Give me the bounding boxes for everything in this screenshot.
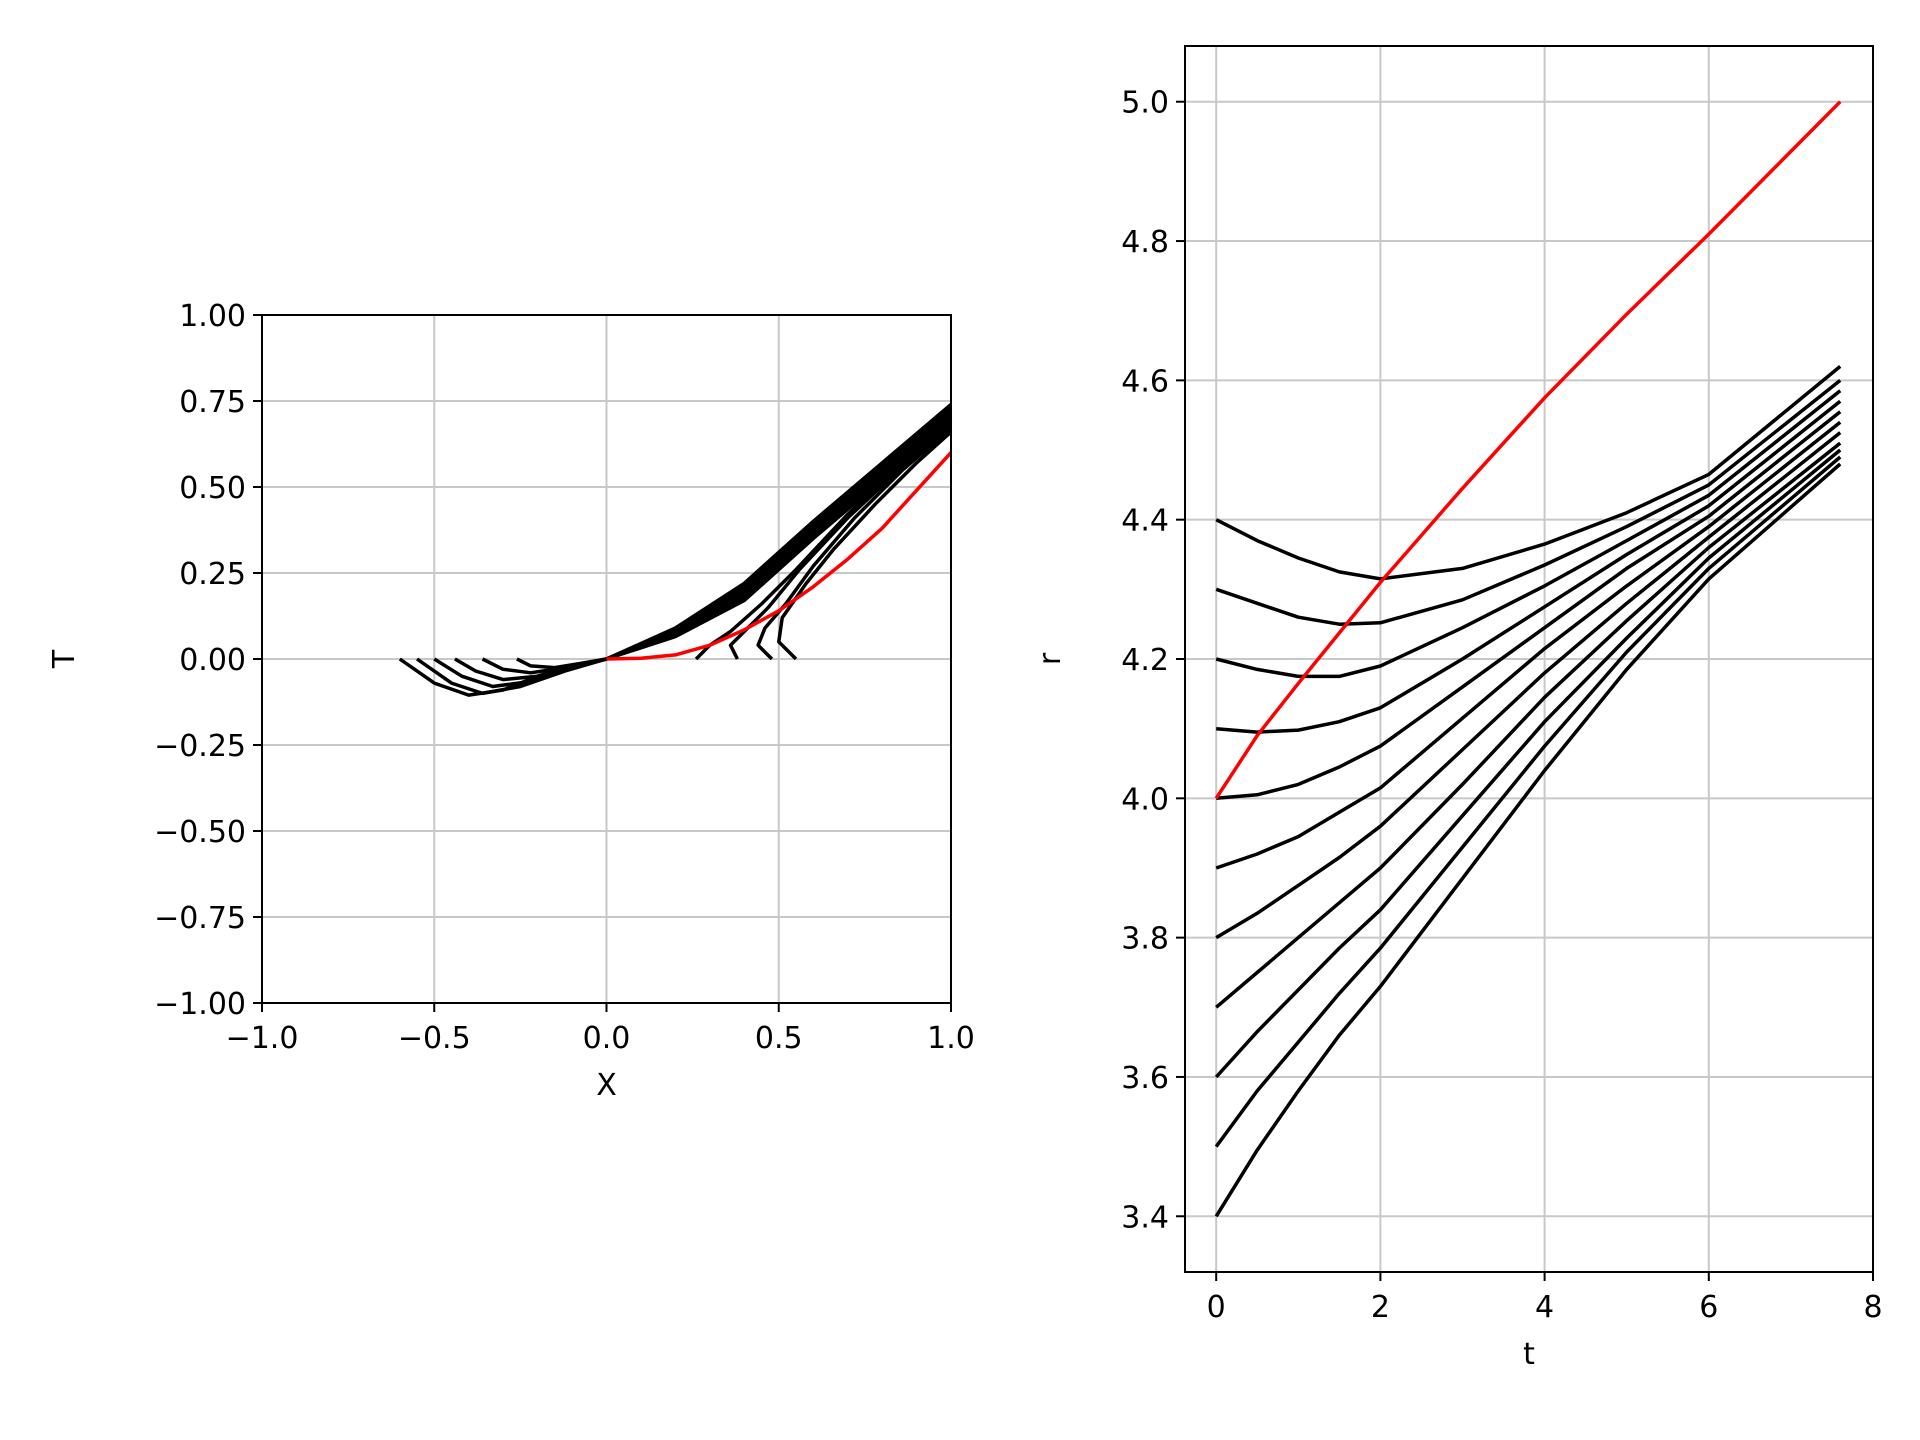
left-y-tick-label-3: −0.25 [154, 729, 246, 764]
left-series-line-8 [756, 427, 953, 661]
left-x-tick-label-3: 0.5 [755, 1021, 803, 1056]
left-x-tick-label-4: 1.0 [927, 1021, 975, 1056]
right-y-tick-label-1: 3.6 [1121, 1061, 1169, 1096]
right-series-line-6 [1215, 431, 1842, 940]
left-y-tick-label-1: −0.75 [154, 901, 246, 936]
left-x-axis-label: X [596, 1068, 617, 1103]
left-y-tick-label-4: 0.00 [179, 643, 246, 678]
right-y-tick-label-4: 4.2 [1121, 643, 1169, 678]
right-series-line-9 [1214, 455, 1842, 1148]
left-series-line-5 [516, 420, 953, 670]
left-y-axis-label: T [47, 649, 82, 669]
left-y-tick-label-7: 0.75 [179, 385, 246, 420]
right-y-tick-label-5: 4.4 [1121, 504, 1169, 539]
right-x-tick-label-0: 0 [1207, 1290, 1226, 1325]
left-ticks: −1.0 −0.5 0.0 0.5 1.0 −1.00 −0.75 −0.50 −0.25 0.0… [154, 299, 975, 1056]
right-y-tick-label-2: 3.8 [1121, 922, 1169, 957]
right-ticks: 0 2 4 6 8 3.4 3.6 3.8 4.0 4.2 4.4 4.6 4.8 5.0 [1121, 86, 1882, 1325]
left-chart: −1.0 −0.5 0.0 0.5 1.0 −1.00 −0.75 −0.50 −0.25 0.0… [47, 299, 975, 1103]
right-series [1214, 100, 1842, 1218]
left-y-tick-label-2: −0.50 [154, 815, 246, 850]
right-y-tick-label-3: 4.0 [1121, 782, 1169, 817]
right-series-line-4 [1216, 410, 1842, 801]
right-x-tick-label-4: 8 [1863, 1290, 1882, 1325]
right-series-line-3 [1216, 399, 1842, 734]
right-series-line-0 [1215, 365, 1842, 581]
left-series-line-7 [728, 423, 953, 660]
left-x-tick-label-1: −0.5 [398, 1021, 471, 1056]
right-y-axis-label: r [1033, 652, 1068, 665]
right-series-line-10 [1214, 462, 1842, 1218]
right-x-tick-label-3: 6 [1699, 1290, 1718, 1325]
right-y-tick-label-8: 5.0 [1121, 86, 1169, 121]
right-x-axis-label: t [1523, 1337, 1535, 1372]
left-series-line-9 [777, 430, 953, 661]
right-series-line-2 [1215, 389, 1842, 679]
left-x-tick-label-0: −1.0 [226, 1021, 299, 1056]
right-series-line-7 [1215, 441, 1842, 1009]
left-y-tick-label-5: 0.25 [179, 557, 246, 592]
left-y-tick-label-0: −1.00 [154, 987, 246, 1022]
right-x-tick-label-1: 2 [1371, 1290, 1390, 1325]
left-series-line-10 [606, 451, 953, 661]
right-series-line-8 [1214, 448, 1842, 1079]
right-y-tick-label-0: 3.4 [1121, 1200, 1169, 1235]
left-y-tick-label-8: 1.00 [179, 299, 246, 334]
left-x-tick-label-2: 0.0 [583, 1021, 631, 1056]
right-y-tick-label-6: 4.6 [1121, 364, 1169, 399]
right-series-line-1 [1215, 379, 1842, 626]
right-y-tick-label-7: 4.8 [1121, 225, 1169, 260]
left-series [398, 403, 953, 697]
right-chart: 0 2 4 6 8 3.4 3.6 3.8 4.0 4.2 4.4 4.6 4.8 5.0 t r [1033, 45, 1883, 1372]
left-y-tick-label-6: 0.50 [179, 471, 246, 506]
right-series-line-5 [1215, 420, 1842, 870]
right-x-tick-label-2: 4 [1535, 1290, 1554, 1325]
right-series-line-11 [1214, 100, 1842, 800]
